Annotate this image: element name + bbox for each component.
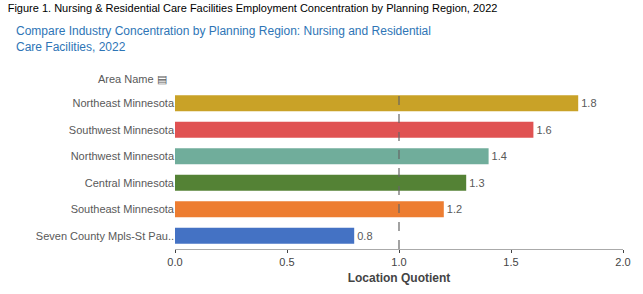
svg-text:Figure 1. Nursing & Residentia: Figure 1. Nursing & Residential Care Fac… <box>8 2 498 14</box>
svg-text:1.2: 1.2 <box>447 203 462 215</box>
svg-text:1.3: 1.3 <box>469 177 484 189</box>
svg-text:Northwest Minnesota: Northwest Minnesota <box>71 150 175 162</box>
svg-text:Compare Industry Concentration: Compare Industry Concentration by Planni… <box>16 24 431 54</box>
svg-text:Seven County Mpls-St Pau..: Seven County Mpls-St Pau.. <box>36 230 174 242</box>
svg-text:0.0: 0.0 <box>167 256 182 268</box>
svg-text:1.0: 1.0 <box>391 256 406 268</box>
svg-text:Location Quotient: Location Quotient <box>348 271 451 285</box>
svg-text:Area Name ▤: Area Name ▤ <box>98 73 167 85</box>
svg-text:1.8: 1.8 <box>581 97 596 109</box>
svg-text:1.4: 1.4 <box>492 150 507 162</box>
svg-text:0.5: 0.5 <box>279 256 294 268</box>
svg-text:1.5: 1.5 <box>503 256 518 268</box>
svg-text:2.0: 2.0 <box>615 256 630 268</box>
svg-text:Central Minnesota: Central Minnesota <box>85 177 175 189</box>
svg-text:Southwest Minnesota: Southwest Minnesota <box>69 124 175 136</box>
svg-text:Southeast Minnesota: Southeast Minnesota <box>71 203 175 215</box>
svg-text:Northeast Minnesota: Northeast Minnesota <box>73 97 175 109</box>
svg-text:0.8: 0.8 <box>357 230 372 242</box>
svg-text:1.6: 1.6 <box>536 124 551 136</box>
